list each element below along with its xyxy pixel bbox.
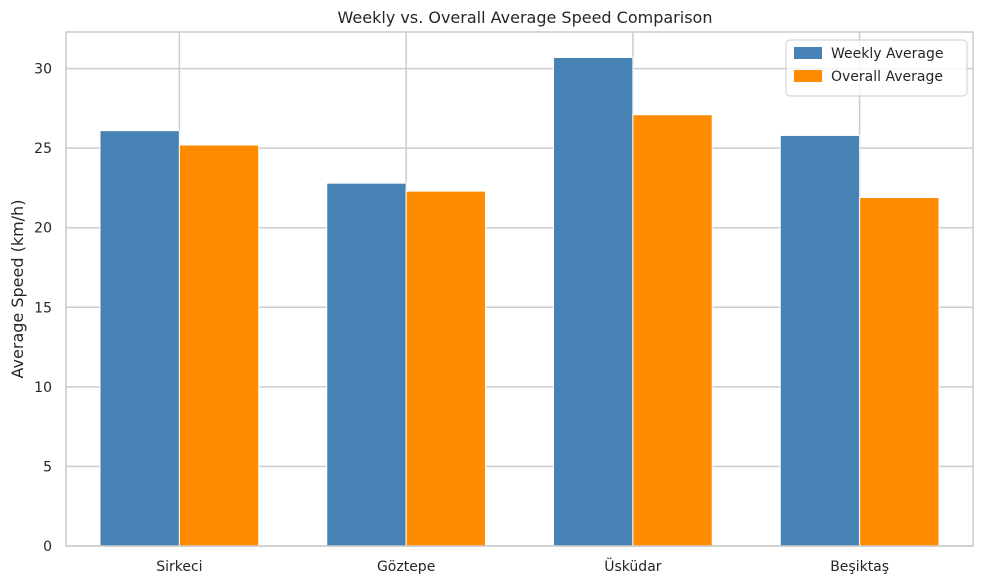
x-tick-label: Beşiktaş <box>830 559 889 575</box>
plot-frame <box>65 31 974 547</box>
bar <box>859 196 940 547</box>
legend-swatch <box>794 70 822 82</box>
y-tick-label: 25 <box>34 141 52 157</box>
x-tick-label: Göztepe <box>377 559 435 575</box>
bar <box>178 144 260 547</box>
bar <box>326 182 407 547</box>
legend: Weekly Average Overall Average <box>785 39 968 97</box>
y-tick-label: 10 <box>34 380 52 396</box>
bars <box>99 56 940 547</box>
y-tick-label: 20 <box>34 221 52 237</box>
axes: 0 5 10 15 20 25 30 Sirkeci Göztepe Üsküdar Beşikta… <box>34 31 974 575</box>
bar <box>553 56 634 547</box>
legend-label: Weekly Average <box>831 46 943 62</box>
x-tick-label: Sirkeci <box>156 559 202 575</box>
bar <box>779 134 861 547</box>
bar <box>405 190 486 547</box>
bar <box>632 114 713 547</box>
chart-title: Weekly vs. Overall Average Speed Compari… <box>338 8 713 27</box>
y-tick-label: 15 <box>34 300 52 316</box>
y-tick-label: 5 <box>43 459 52 475</box>
y-axis-label: Average Speed (km/h) <box>8 200 27 379</box>
bar <box>99 130 180 547</box>
legend-swatch <box>794 47 822 59</box>
legend-box <box>785 39 968 97</box>
legend-label: Overall Average <box>831 69 943 85</box>
y-tick-label: 0 <box>43 539 52 555</box>
y-tick-label: 30 <box>34 62 52 78</box>
x-tick-label: Üsküdar <box>604 557 662 575</box>
